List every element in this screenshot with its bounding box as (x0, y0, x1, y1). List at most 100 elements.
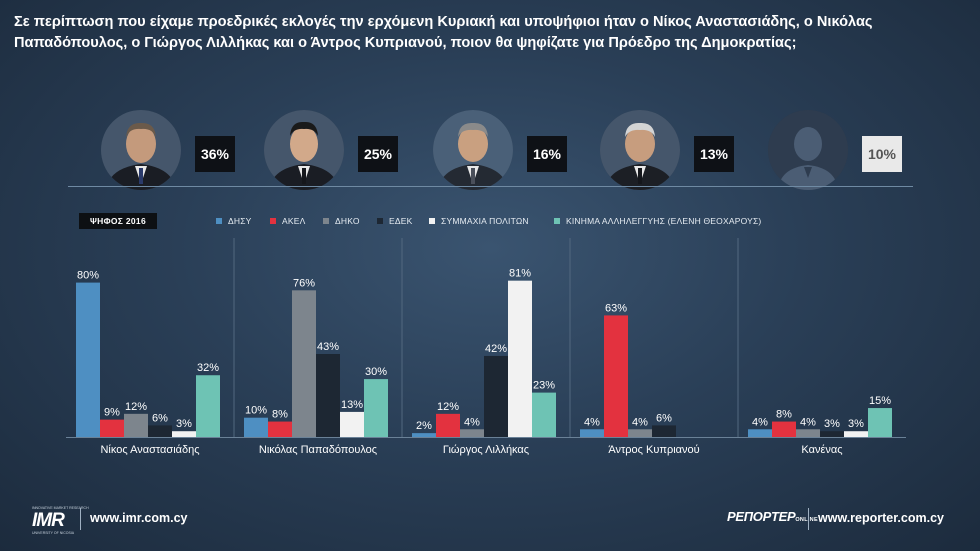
section-divider (68, 186, 913, 187)
chart-title-badge: ΨΗΦΟΣ 2016 (79, 213, 157, 229)
category-label: Νικόλας Παπαδόπουλος (259, 444, 377, 456)
candidates-row: 36% 25% 16% 13% 10% (0, 110, 980, 190)
bar-value-label: 4% (632, 416, 648, 428)
legend-item: ΣΥΜΜΑΧΙΑ ΠΟΛΙΤΩΝ (429, 213, 529, 229)
candidate-anastasiadis: 36% (101, 110, 271, 190)
bar-value-label: 6% (656, 412, 672, 424)
candidate-percent: 16% (527, 136, 567, 172)
category-label: Νίκος Αναστασιάδης (100, 444, 199, 456)
bar-value-label: 3% (848, 418, 864, 430)
survey-question: Σε περίπτωση που είχαμε προεδρικές εκλογ… (14, 14, 873, 51)
legend-label: ΕΔΕΚ (389, 216, 413, 226)
imr-logo-bottom-text: UNIVERSITY OF NICOSIA (32, 531, 75, 535)
legend-label: ΚΙΝΗΜΑ ΑΛΛΗΛΕΓΓΥΗΣ (ΕΛΕΝΗ ΘΕΟΧΑΡΟΥΣ) (566, 216, 762, 226)
bar-value-label: 76% (293, 277, 315, 289)
candidate-percent: 36% (195, 136, 235, 172)
bar-value-label: 81% (509, 268, 531, 280)
legend-label: ΔΗΚΟ (335, 216, 360, 226)
user-silhouette-icon (768, 110, 848, 190)
candidate-photo (600, 110, 680, 190)
legend-swatch (377, 218, 383, 224)
bar (460, 429, 484, 437)
bar (148, 425, 172, 437)
imr-logo-top-text: INNOVATIVE MARKET RESEARCH (32, 506, 89, 510)
bar-value-label: 23% (533, 380, 555, 392)
bar (292, 290, 316, 437)
imr-logo-text: IMR (32, 510, 65, 531)
bar-value-label: 80% (77, 270, 99, 282)
candidate-percent: 10% (862, 136, 902, 172)
candidate-photo (101, 110, 181, 190)
bar (268, 421, 292, 437)
bar-value-label: 15% (869, 395, 891, 407)
reporter-url-link[interactable]: www.reporter.com.cy (818, 511, 944, 525)
bar (844, 431, 868, 437)
category-label: Άντρος Κυπριανού (608, 444, 699, 456)
legend-label: ΔΗΣΥ (228, 216, 252, 226)
reporter-logo-text: ΡΕΠΟΡΤΕΡ (727, 509, 796, 524)
legend-swatch (216, 218, 222, 224)
bar (796, 429, 820, 437)
bar-value-label: 12% (125, 401, 147, 413)
imr-logo: INNOVATIVE MARKET RESEARCH IMR UNIVERSIT… (32, 506, 89, 536)
category-label: Γιώργος Λιλλήκας (443, 444, 529, 456)
bar-value-label: 8% (776, 409, 792, 421)
bar (76, 282, 100, 437)
bar (508, 280, 532, 437)
bar (652, 425, 676, 437)
bar (532, 392, 556, 437)
bar (628, 429, 652, 437)
bar (412, 433, 436, 437)
reporter-logo: ΡΕΠΟΡΤΕΡONLINE (727, 509, 818, 524)
footer-separator (808, 508, 809, 530)
candidate-papadopoulos: 25% (264, 110, 434, 190)
bar (436, 413, 460, 437)
bar-value-label: 4% (464, 416, 480, 428)
bar-value-label: 43% (317, 341, 339, 353)
bar (172, 431, 196, 437)
candidate-lillikas: 16% (433, 110, 603, 190)
bar (124, 413, 148, 437)
bar-value-label: 10% (245, 405, 267, 417)
legend-item: ΕΔΕΚ (377, 213, 413, 229)
footer-separator (80, 508, 81, 530)
legend-label: ΑΚΕΛ (282, 216, 306, 226)
bar (316, 354, 340, 437)
candidate-percent: 25% (358, 136, 398, 172)
candidate-photo (264, 110, 344, 190)
bar (604, 315, 628, 437)
bar-value-label: 63% (605, 302, 627, 314)
reporter-logo-online: ONLINE (795, 517, 818, 523)
bar (772, 421, 796, 437)
bar (820, 431, 844, 437)
bar (100, 419, 124, 437)
candidate-none: 10% (768, 110, 938, 190)
bar (364, 379, 388, 437)
legend-item: ΔΗΚΟ (323, 213, 360, 229)
bar (196, 375, 220, 437)
candidate-percent: 13% (694, 136, 734, 172)
bar-value-label: 12% (437, 401, 459, 413)
legend-swatch (323, 218, 329, 224)
bar (244, 417, 268, 437)
category-label: Κανένας (801, 444, 842, 456)
imr-url-link[interactable]: www.imr.com.cy (90, 511, 188, 525)
bar-value-label: 42% (485, 343, 507, 355)
legend-swatch (270, 218, 276, 224)
legend-item: ΔΗΣΥ (216, 213, 252, 229)
bar-value-label: 4% (800, 416, 816, 428)
bar (484, 355, 508, 437)
legend-swatch (429, 218, 435, 224)
legend-swatch (554, 218, 560, 224)
bar (340, 411, 364, 437)
bar-value-label: 3% (824, 418, 840, 430)
bar-value-label: 4% (584, 416, 600, 428)
bar (580, 429, 604, 437)
bar-value-label: 32% (197, 362, 219, 374)
candidate-kyprianou: 13% (600, 110, 770, 190)
bar-value-label: 13% (341, 399, 363, 411)
bar-value-label: 9% (104, 407, 120, 419)
bar (868, 408, 892, 437)
bar-value-label: 8% (272, 409, 288, 421)
